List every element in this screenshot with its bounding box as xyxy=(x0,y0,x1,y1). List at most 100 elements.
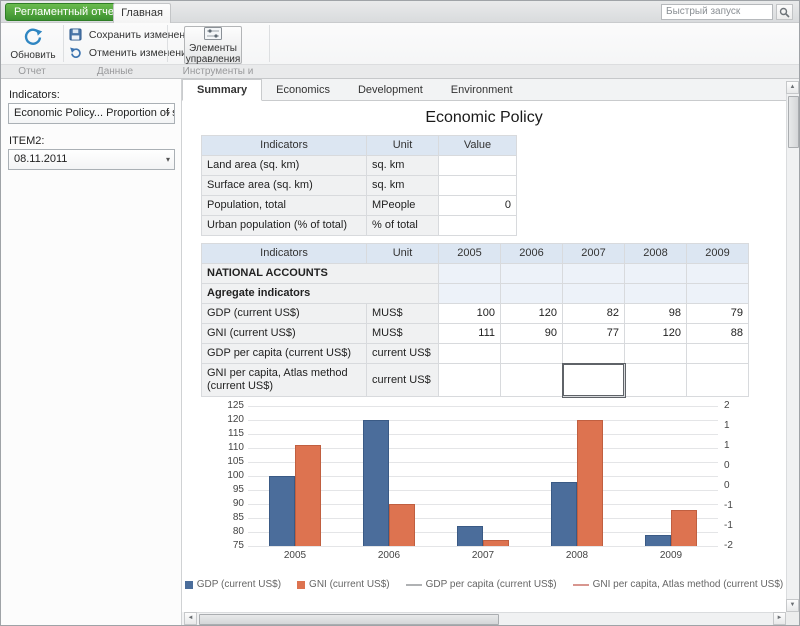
refresh-button[interactable]: Обновить xyxy=(6,26,60,64)
cell-indicator: NATIONAL ACCOUNTS xyxy=(201,263,439,284)
cell-2009[interactable] xyxy=(686,283,749,304)
indicators-dropdown[interactable]: Economic Policy... Proportion of s... (1… xyxy=(8,103,175,124)
item2-label: ITEM2: xyxy=(9,135,45,147)
x-axis-label: 2008 xyxy=(565,550,589,561)
cell-unit: MPeople xyxy=(366,195,439,216)
controls-button[interactable]: Элементы управления xyxy=(184,26,242,65)
horizontal-scroll-thumb[interactable] xyxy=(199,614,499,625)
legend-item: GNI per capita, Atlas method (current US… xyxy=(572,579,783,590)
cell-2008[interactable]: 120 xyxy=(624,323,687,344)
cell-2008[interactable]: 98 xyxy=(624,303,687,324)
column-header: 2005 xyxy=(438,243,501,264)
legend-marker xyxy=(297,580,306,589)
horizontal-scrollbar[interactable]: ◄ ► xyxy=(184,612,786,625)
table-row: NATIONAL ACCOUNTS xyxy=(201,263,749,284)
report-menu-label: Регламентный отчет xyxy=(14,6,119,18)
save-changes-button[interactable]: Сохранить изменения xyxy=(69,27,197,44)
table-row: Agregate indicators xyxy=(201,283,749,304)
item2-dropdown[interactable]: 08.11.2011 ▾ xyxy=(8,149,175,170)
undo-icon xyxy=(70,47,81,58)
legend-label: GDP (current US$) xyxy=(196,579,282,590)
tab-economics[interactable]: Economics xyxy=(276,84,330,96)
quick-search-input[interactable]: Быстрый запуск xyxy=(661,4,773,20)
cell-2008[interactable] xyxy=(624,283,687,304)
cell-2007[interactable]: 77 xyxy=(562,323,625,344)
vertical-scroll-thumb[interactable] xyxy=(788,96,799,148)
bar-2008-gdp xyxy=(551,481,577,546)
cell-2006[interactable]: 90 xyxy=(500,323,563,344)
cell-2005[interactable] xyxy=(438,283,501,304)
search-button[interactable] xyxy=(776,4,793,20)
cell-2008[interactable] xyxy=(624,363,687,397)
legend-item: GDP per capita (current US$) xyxy=(405,579,557,590)
cell-2007[interactable] xyxy=(561,362,626,398)
cell-2009[interactable] xyxy=(686,343,749,364)
legend-label: GDP per capita (current US$) xyxy=(425,579,557,590)
cell-indicator: Urban population (% of total) xyxy=(201,215,367,236)
cell-2008[interactable] xyxy=(624,263,687,284)
cell-2006[interactable]: 120 xyxy=(500,303,563,324)
cell-2005[interactable] xyxy=(438,263,501,284)
cell-2005[interactable]: 100 xyxy=(438,303,501,324)
table-row: Land area (sq. km) sq. km xyxy=(201,155,517,176)
cell-2007[interactable] xyxy=(562,283,625,304)
cell-2009[interactable] xyxy=(686,263,749,284)
x-axis-label: 2006 xyxy=(377,550,401,561)
column-header: Indicators xyxy=(201,135,367,156)
bar-2006-gni xyxy=(389,504,415,546)
cell-2006[interactable] xyxy=(500,283,563,304)
scroll-down-arrow-icon[interactable]: ▼ xyxy=(786,599,799,612)
summary-table-head-row: Indicators Unit Value xyxy=(201,135,517,156)
cell-value[interactable]: 0 xyxy=(438,195,517,216)
chevron-down-icon: ▾ xyxy=(165,109,170,118)
summary-table-body: Land area (sq. km) sq. km Surface area (sq… xyxy=(201,155,517,236)
y2-axis-label: 0 xyxy=(724,480,730,491)
group-label-report: Отчет xyxy=(18,66,46,77)
vertical-scrollbar[interactable]: ▲ ▼ xyxy=(786,81,799,612)
gridline xyxy=(248,504,718,505)
cell-2006[interactable] xyxy=(500,343,563,364)
scroll-left-arrow-icon[interactable]: ◄ xyxy=(184,612,197,625)
cell-value[interactable] xyxy=(438,155,517,176)
undo-changes-button[interactable]: Отменить изменения xyxy=(69,45,193,62)
gridline xyxy=(248,448,718,449)
cell-2009[interactable]: 88 xyxy=(686,323,749,344)
cell-2006[interactable] xyxy=(500,363,563,397)
report-menu-button[interactable]: Регламентный отчет ▾ xyxy=(5,3,136,21)
cell-2005[interactable] xyxy=(438,343,501,364)
tab-environment[interactable]: Environment xyxy=(450,84,513,96)
cell-unit: current US$ xyxy=(366,363,439,397)
y2-axis-label: 2 xyxy=(724,400,730,411)
legend-marker xyxy=(184,580,193,589)
tab-development[interactable]: Development xyxy=(357,84,423,96)
cell-2007[interactable] xyxy=(562,263,625,284)
cell-2008[interactable] xyxy=(624,343,687,364)
cell-2007[interactable]: 82 xyxy=(562,303,625,324)
column-header: 2009 xyxy=(686,243,749,264)
x-axis-label: 2009 xyxy=(659,550,683,561)
cell-2005[interactable] xyxy=(438,363,501,397)
column-header: Value xyxy=(438,135,517,156)
cell-value[interactable] xyxy=(438,215,517,236)
tab-summary[interactable]: Summary xyxy=(182,79,263,101)
cell-value[interactable] xyxy=(438,175,517,196)
scroll-up-arrow-icon[interactable]: ▲ xyxy=(786,81,799,94)
cell-2006[interactable] xyxy=(500,263,563,284)
gridline xyxy=(248,420,718,421)
save-icon xyxy=(69,28,82,41)
legend-item: GDP (current US$) xyxy=(184,579,282,590)
cell-2009[interactable]: 79 xyxy=(686,303,749,324)
undo-changes-label: Отменить изменения xyxy=(88,47,193,59)
scroll-right-arrow-icon[interactable]: ► xyxy=(773,612,786,625)
y2-axis-label: -2 xyxy=(724,540,733,551)
cell-2005[interactable]: 111 xyxy=(438,323,501,344)
y-axis-label: 125 xyxy=(227,400,244,411)
table-row: GNI per capita, Atlas method (current US… xyxy=(201,362,749,398)
tab-glavnaya[interactable]: Главная xyxy=(113,3,171,23)
save-changes-label: Сохранить изменения xyxy=(88,29,197,41)
controls-label: Элементы управления xyxy=(185,43,241,65)
gridline xyxy=(248,476,718,477)
cell-2007[interactable] xyxy=(562,343,625,364)
bar-2006-gdp xyxy=(363,420,389,546)
cell-2009[interactable] xyxy=(686,363,749,397)
